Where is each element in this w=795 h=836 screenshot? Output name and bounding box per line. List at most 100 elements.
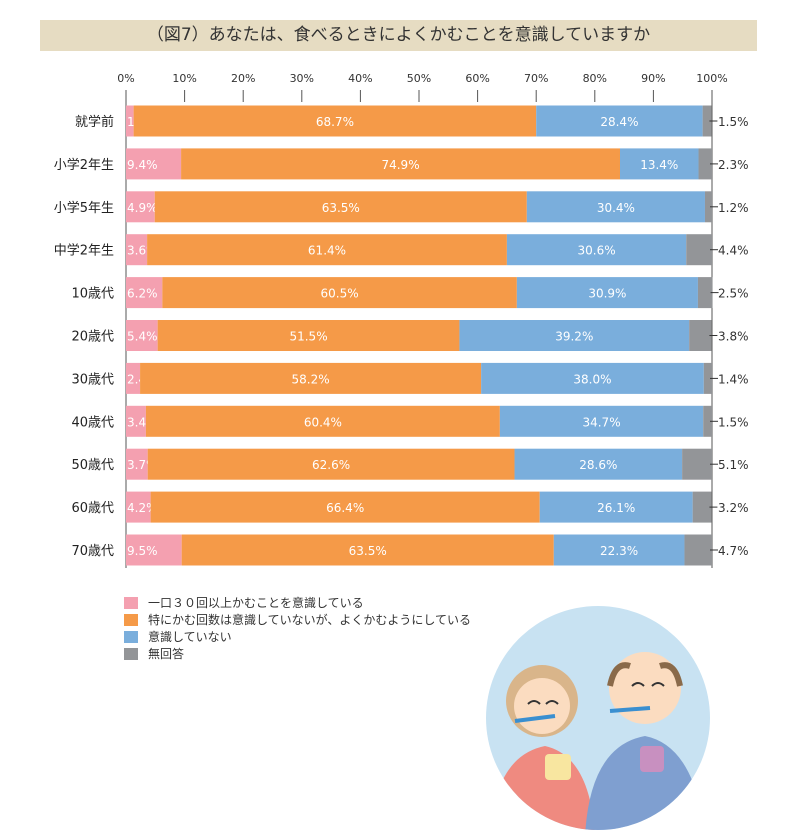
category-label: 中学2年生 (54, 243, 114, 259)
data-label: 13.4% (640, 158, 678, 172)
legend-swatch (124, 630, 138, 643)
data-label: 3.2% (718, 501, 749, 515)
x-tick-label: 90% (641, 72, 665, 85)
bar-segment (126, 234, 148, 266)
bar-segment (506, 234, 687, 266)
x-tick-label: 70% (524, 72, 548, 85)
legend: 一口３０回以上かむことを意識している 特にかむ回数は意識していないが、よくかむよう… (124, 594, 471, 662)
data-label: 60.5% (321, 287, 359, 301)
bar-segment (126, 448, 148, 480)
data-label: 30.4% (597, 201, 635, 215)
bar-segment (126, 277, 163, 309)
bar-segment (126, 491, 151, 523)
elderly-couple-brushing-teeth-illustration (486, 606, 710, 830)
bar-segment (147, 448, 515, 480)
bar-segment (682, 448, 712, 480)
data-label: 2.5% (718, 287, 749, 301)
legend-swatch (124, 613, 138, 626)
data-label: 2.3% (718, 158, 749, 172)
data-label: 22.3% (600, 544, 638, 558)
legend-swatch (124, 596, 138, 609)
data-label: 68.7% (316, 115, 354, 129)
data-label: 28.6% (579, 458, 617, 472)
bar-segment (126, 191, 155, 223)
category-label: 小学2年生 (54, 157, 114, 173)
category-label: 20歳代 (71, 330, 114, 345)
legend-label: 意識していない (148, 630, 232, 644)
bar-segment (126, 148, 182, 180)
category-label: 60歳代 (71, 501, 114, 516)
bar-segment (697, 277, 713, 309)
data-label: 30.9% (588, 287, 626, 301)
data-label: 1.5% (718, 415, 749, 429)
data-label: 1.5% (718, 115, 749, 129)
bar-segment (147, 234, 507, 266)
data-label: 5.1% (718, 458, 749, 472)
bar-segment (553, 534, 685, 566)
data-label: 4.2% (127, 501, 158, 515)
bar-segment (126, 534, 182, 566)
data-label: 6.2% (127, 287, 158, 301)
data-label: 28.4% (600, 115, 638, 129)
bar-segment (703, 405, 712, 437)
data-label: 30.6% (577, 244, 615, 258)
legend-item: 一口３０回以上かむことを意識している (124, 594, 471, 611)
x-tick-label: 40% (348, 72, 372, 85)
x-tick-label: 30% (290, 72, 314, 85)
chart-title: （図7）あなたは、食べるときによくかむことを意識していますか (40, 20, 757, 51)
bar-segment (686, 234, 712, 266)
bar-segment (516, 277, 698, 309)
legend-label: 無回答 (148, 647, 185, 661)
category-label: 10歳代 (71, 287, 114, 302)
bar-segment (539, 491, 693, 523)
category-label: 40歳代 (71, 415, 114, 430)
bar-segment (162, 277, 517, 309)
bar-segment (150, 491, 540, 523)
data-label: 60.4% (304, 415, 342, 429)
data-label: 4.7% (718, 544, 749, 558)
data-label: 63.5% (322, 201, 360, 215)
data-label: 5.4% (127, 330, 158, 344)
data-label: 1.2% (718, 201, 749, 215)
data-label: 63.5% (349, 544, 387, 558)
bar-segment (698, 148, 712, 180)
bar-segment (481, 362, 704, 394)
data-label: 1.4% (718, 372, 749, 386)
x-tick-label: 20% (231, 72, 255, 85)
bar-segment (145, 405, 500, 437)
bar-segment (692, 491, 712, 523)
data-label: 26.1% (597, 501, 635, 515)
data-label: 51.5% (289, 330, 327, 344)
category-label: 就学前 (75, 114, 114, 130)
bar-segment (514, 448, 683, 480)
bar-segment (133, 105, 537, 137)
bar-segment (126, 105, 134, 137)
legend-label: 一口３０回以上かむことを意識している (148, 596, 364, 610)
data-label: 61.4% (308, 244, 346, 258)
bar-segment (526, 191, 705, 223)
data-label: 74.9% (381, 158, 419, 172)
bar-chart: 0%10%20%30%40%50%60%70%80%90%100%就学前1.3%… (54, 72, 749, 568)
x-tick-label: 50% (407, 72, 431, 85)
bar-segment (702, 105, 712, 137)
bar-segment (140, 362, 482, 394)
x-tick-label: 60% (465, 72, 489, 85)
bar-segment (536, 105, 703, 137)
category-label: 30歳代 (71, 372, 114, 387)
bar-segment (157, 320, 460, 351)
x-tick-label: 10% (172, 72, 196, 85)
data-label: 39.2% (555, 330, 593, 344)
bar-segment (704, 191, 712, 223)
data-label: 34.7% (582, 415, 620, 429)
bar-segment (181, 148, 620, 180)
data-label: 38.0% (573, 372, 611, 386)
data-label: 66.4% (326, 501, 364, 515)
bar-segment (181, 534, 554, 566)
data-label: 58.2% (292, 372, 330, 386)
bar-segment (703, 362, 712, 394)
bar-segment (154, 191, 527, 223)
legend-item: 特にかむ回数は意識していないが、よくかむようにしている (124, 611, 471, 628)
bar-segment (459, 320, 690, 351)
bar-segment (126, 320, 158, 351)
legend-swatch (124, 647, 138, 660)
